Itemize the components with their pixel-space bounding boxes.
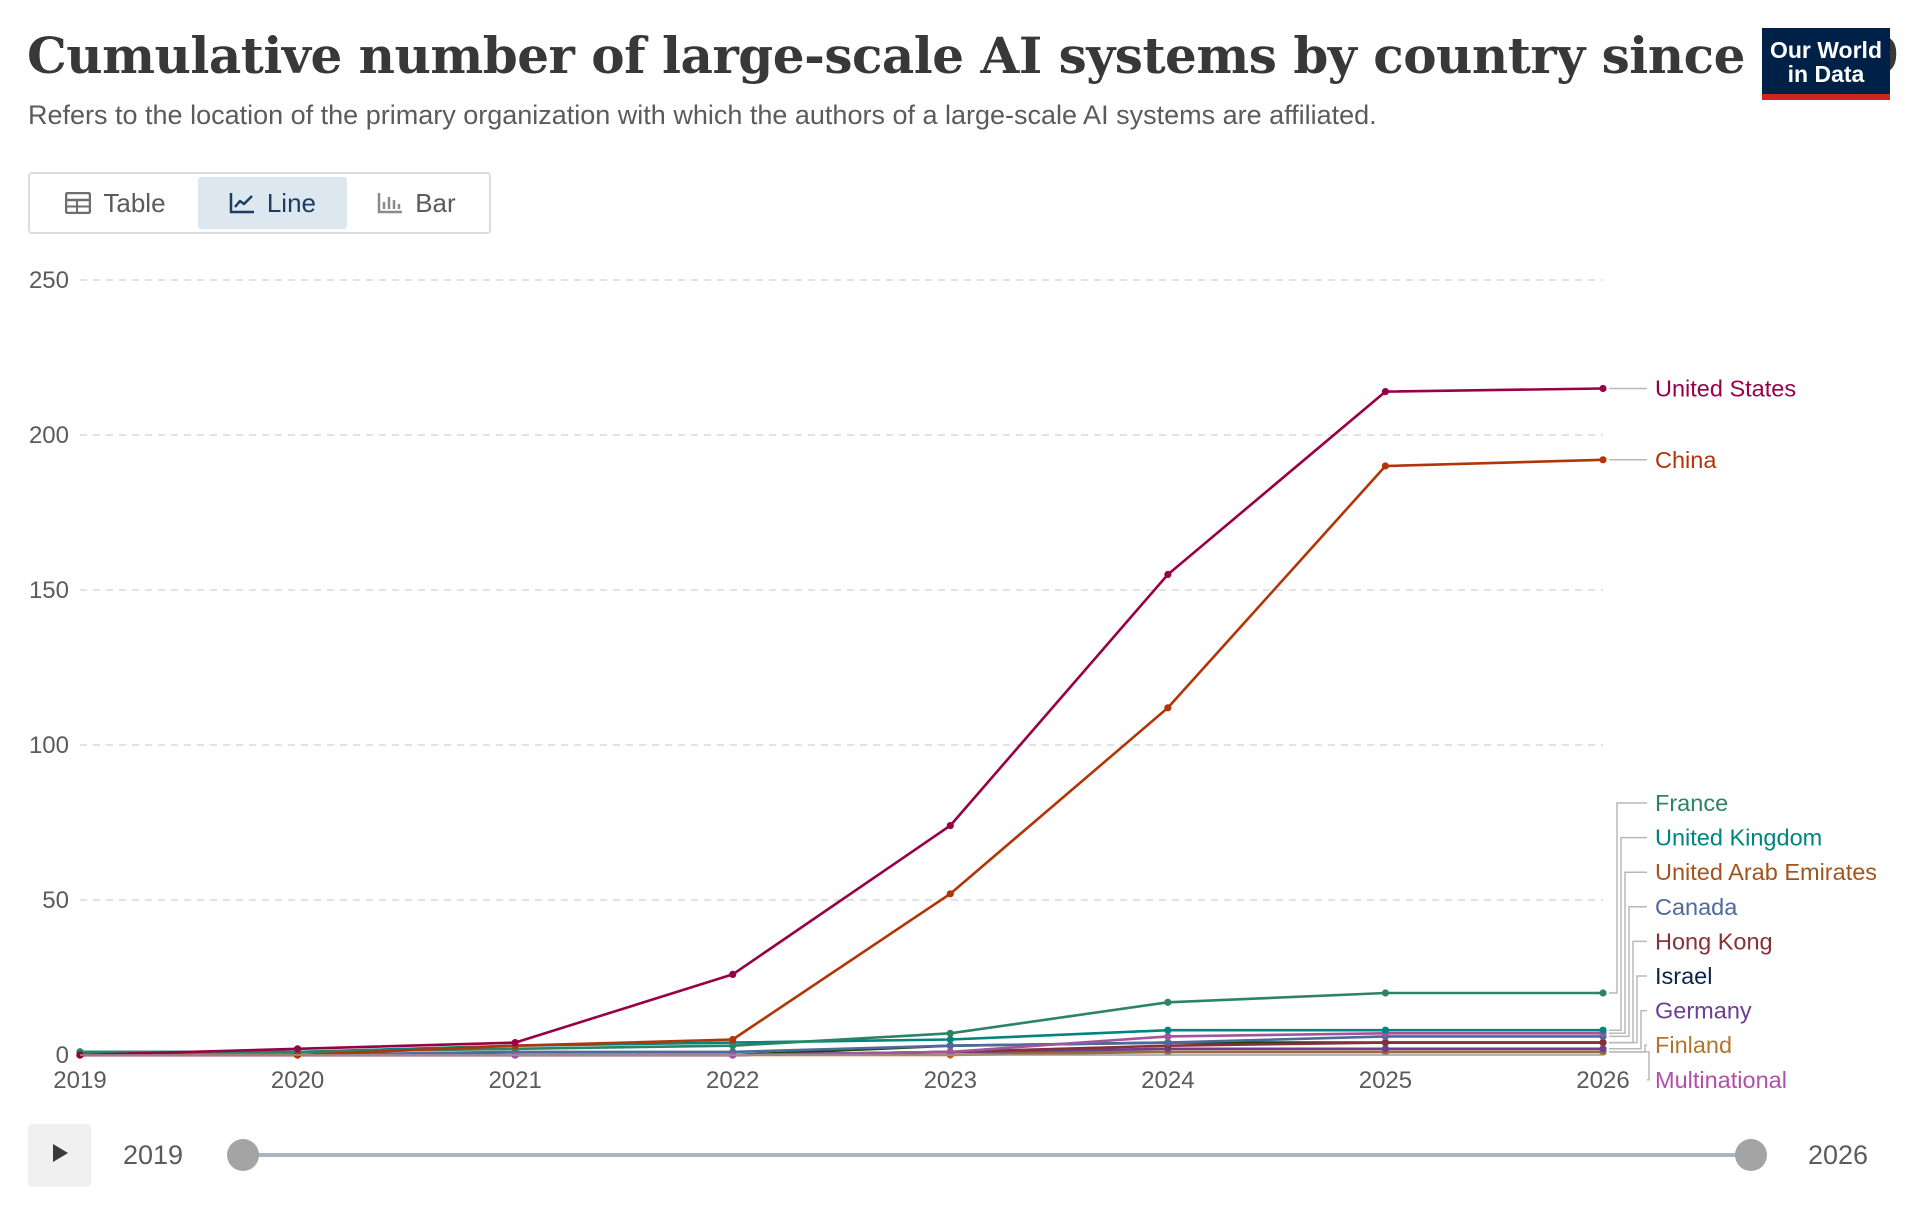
x-tick-label: 2021 xyxy=(488,1067,541,1094)
table-icon xyxy=(65,192,92,214)
chart-subtitle: Refers to the location of the primary or… xyxy=(28,100,1377,130)
data-point[interactable] xyxy=(1599,1026,1607,1034)
x-tick-label: 2026 xyxy=(1576,1067,1629,1094)
x-tick-label: 2025 xyxy=(1359,1067,1412,1094)
timeline-end-handle[interactable] xyxy=(1735,1139,1767,1171)
series-label[interactable]: Germany xyxy=(1655,998,1752,1024)
data-point[interactable] xyxy=(729,970,737,979)
tab-table-label: Table xyxy=(103,187,166,218)
data-point[interactable] xyxy=(1599,384,1607,393)
series-label[interactable]: United States xyxy=(1655,376,1796,402)
series-label[interactable]: United Arab Emirates xyxy=(1655,859,1877,885)
data-point[interactable] xyxy=(1381,1039,1390,1047)
data-point[interactable] xyxy=(1599,456,1607,464)
x-tick-label: 2019 xyxy=(53,1067,106,1094)
data-point[interactable] xyxy=(1599,1039,1607,1047)
view-tabs: Table Line Bar xyxy=(28,172,491,234)
data-point[interactable] xyxy=(1164,998,1172,1006)
logo-line-2: in Data xyxy=(1787,61,1865,87)
label-connector xyxy=(1609,1051,1650,1081)
data-point[interactable] xyxy=(1164,570,1172,579)
y-tick-label: 150 xyxy=(29,577,69,604)
series-label[interactable]: Canada xyxy=(1655,894,1738,920)
data-point[interactable] xyxy=(1599,1045,1607,1053)
chart-title: Cumulative number of large-scale AI syst… xyxy=(27,26,1899,85)
owid-logo[interactable]: Our World in Data xyxy=(1762,28,1890,100)
tab-bar-label: Bar xyxy=(415,187,456,218)
data-point[interactable] xyxy=(729,1042,737,1050)
data-point[interactable] xyxy=(946,1042,954,1050)
play-button[interactable] xyxy=(28,1124,91,1187)
timeline-start-handle[interactable] xyxy=(227,1139,259,1171)
x-tick-label: 2023 xyxy=(924,1067,977,1094)
data-point[interactable] xyxy=(1381,1045,1390,1053)
line-chart: 0 50 100 150 200 250 2019 2020 2021 2022 2023 2024 2… xyxy=(29,267,1877,1094)
series-label[interactable]: Hong Kong xyxy=(1655,928,1773,954)
label-connector xyxy=(1609,975,1647,1044)
series-label[interactable]: Multinational xyxy=(1655,1067,1787,1093)
y-tick-label: 100 xyxy=(29,732,69,759)
data-point[interactable] xyxy=(1164,1026,1172,1034)
series-label[interactable]: United Kingdom xyxy=(1655,825,1822,851)
data-point[interactable] xyxy=(1381,388,1390,396)
data-point[interactable] xyxy=(946,822,954,830)
label-connector xyxy=(1609,802,1647,994)
play-icon xyxy=(51,1143,69,1168)
data-point[interactable] xyxy=(293,1045,302,1053)
timeline-end-label: 2026 xyxy=(1808,1140,1869,1170)
axis-layer: 0 50 100 150 200 250 2019 2020 2021 2022 2023 2024 2… xyxy=(29,267,1630,1094)
series-line[interactable] xyxy=(79,387,1604,1057)
data-point[interactable] xyxy=(1164,1032,1172,1040)
data-point[interactable] xyxy=(1164,1039,1172,1047)
label-connector xyxy=(1609,871,1647,1035)
data-point[interactable] xyxy=(1381,462,1390,470)
data-point[interactable] xyxy=(511,1039,519,1047)
timeline-start-label: 2019 xyxy=(123,1140,184,1170)
series-label[interactable]: Israel xyxy=(1655,963,1712,989)
data-point[interactable] xyxy=(1381,989,1390,997)
label-connector xyxy=(1609,836,1647,1031)
data-point[interactable] xyxy=(946,1048,954,1056)
y-tick-label: 250 xyxy=(29,267,69,294)
tab-line-label: Line xyxy=(266,187,316,218)
data-point[interactable] xyxy=(1164,704,1172,712)
data-point[interactable] xyxy=(1381,1026,1390,1034)
x-tick-label: 2024 xyxy=(1141,1067,1194,1094)
series-label[interactable]: Finland xyxy=(1655,1032,1732,1058)
data-point[interactable] xyxy=(946,1029,954,1037)
y-tick-label: 50 xyxy=(42,887,69,914)
series-line[interactable] xyxy=(80,991,1603,1054)
logo-line-1: Our World xyxy=(1769,37,1882,63)
series-label[interactable]: China xyxy=(1655,447,1717,473)
series-line[interactable] xyxy=(80,458,1604,1057)
y-tick-label: 200 xyxy=(29,422,69,449)
tab-bar[interactable]: Bar xyxy=(347,177,486,229)
label-connector xyxy=(1609,1009,1647,1050)
x-tick-label: 2022 xyxy=(706,1067,759,1094)
line-chart-icon xyxy=(229,192,255,214)
x-tick-label: 2020 xyxy=(271,1067,324,1094)
series-layer xyxy=(76,384,1607,1059)
tab-line[interactable]: Line xyxy=(197,177,347,229)
data-point[interactable] xyxy=(1599,989,1607,997)
grid-layer xyxy=(80,279,1603,901)
data-point[interactable] xyxy=(946,1035,954,1044)
label-connector xyxy=(1609,906,1647,1038)
data-point[interactable] xyxy=(946,890,954,898)
tab-table[interactable]: Table xyxy=(33,177,198,229)
label-layer: United States China France United Kingdom Un… xyxy=(1609,376,1877,1093)
bar-chart-icon xyxy=(377,192,403,214)
timeline: 2019 2026 xyxy=(0,1120,1906,1190)
series-label[interactable]: France xyxy=(1655,790,1728,816)
data-point[interactable] xyxy=(729,1035,737,1044)
y-tick-label: 0 xyxy=(56,1042,69,1069)
timeline-track[interactable] xyxy=(243,1153,1751,1157)
